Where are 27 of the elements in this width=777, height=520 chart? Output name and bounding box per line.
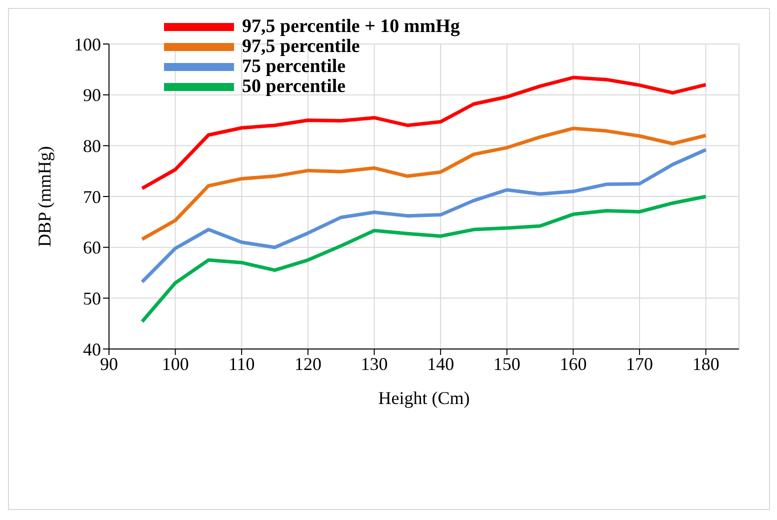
y-tick-label: 60 <box>83 238 101 258</box>
line-series <box>140 148 708 284</box>
x-tick-label: 90 <box>100 354 118 374</box>
y-tick-label: 90 <box>83 85 101 106</box>
legend-label: 97,5 percentile <box>242 36 360 57</box>
x-tick-label: 110 <box>228 354 255 374</box>
y-tick-label: 40 <box>83 339 101 360</box>
legend-label: 97,5 percentile + 10 mmHg <box>242 16 460 37</box>
y-tick-label: 80 <box>83 136 101 156</box>
y-axis-title: DBP (mmHg) <box>34 146 54 247</box>
x-tick-label: 180 <box>692 354 720 374</box>
y-tick-label: 100 <box>74 34 101 54</box>
x-tick-label: 100 <box>162 354 189 374</box>
legend-label: 50 percentile <box>242 76 346 97</box>
x-tick-label: 130 <box>360 354 388 374</box>
x-tick-label: 150 <box>493 354 520 374</box>
legend-label: 75 percentile <box>242 56 346 77</box>
x-tick-label: 140 <box>427 354 454 374</box>
line-series <box>140 126 708 241</box>
x-tick-label: 170 <box>626 354 654 374</box>
x-axis-title: Height (Cm) <box>378 388 470 408</box>
x-tick-label: 120 <box>294 354 322 374</box>
line-series <box>140 76 708 190</box>
x-tick-label: 160 <box>560 354 587 374</box>
y-tick-label: 50 <box>83 288 101 309</box>
y-tick-label: 70 <box>83 186 101 207</box>
line-series <box>140 194 708 324</box>
